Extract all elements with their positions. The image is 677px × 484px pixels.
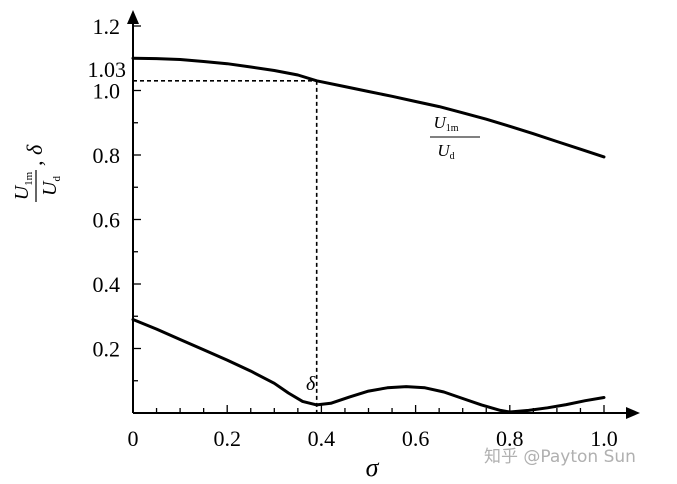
annotation-label: 1.03 [88,57,127,82]
series-line-u_ratio [131,56,606,159]
x-axis-title: σ [366,453,380,482]
delta-curve-label: δ [306,373,316,395]
y-tick-label: 1.2 [93,14,121,39]
series-line-delta [131,318,606,414]
curve-label-den-sub: d [450,151,455,162]
y-tick-label: 0.8 [93,143,121,168]
x-tick-label: 1.0 [590,426,618,451]
y-title-den-sub: d [51,176,63,182]
x-axis-arrow [626,407,640,419]
y-ticks: 0.2 0.4 0.6 0.8 1.0 1.2 [93,14,141,382]
y-tick-label: 0.6 [93,208,121,233]
u-ratio-curve-label: U1m Ud [430,113,480,162]
y-title-num-sub: 1m [23,171,35,186]
x-tick-label: 0.4 [308,426,336,451]
y-axis-title: U1m Ud , δ [11,144,63,202]
curve-label-den: U [437,141,451,160]
y-tick-label: 0.4 [93,272,121,297]
guide-lines: 1.03 [88,57,318,413]
x-tick-label: 0.6 [402,426,430,451]
x-tick-label: 0 [128,426,139,451]
svg-text:Ud: Ud [39,176,63,196]
watermark: 知乎 @Payton Sun [484,447,636,467]
y-title-den: U [39,180,61,196]
y-title-num: U [11,184,33,200]
svg-text:Ud: Ud [437,141,454,162]
y-tick-label: 0.2 [93,337,121,362]
y-title-tail: , δ [22,144,47,166]
x-tick-label: 0.2 [213,426,241,451]
x-ticks: 0 0.2 0.4 0.6 0.8 1.0 [128,405,618,451]
series-layer [131,56,606,414]
x-tick-label: 0.8 [496,426,524,451]
svg-text:U1m: U1m [433,113,458,134]
curve-label-num: U [433,113,447,132]
svg-text:U1m: U1m [11,171,35,200]
y-tick-label: 1.0 [93,79,121,104]
curve-label-num-sub: 1m [446,123,459,134]
y-axis-arrow [127,10,139,24]
